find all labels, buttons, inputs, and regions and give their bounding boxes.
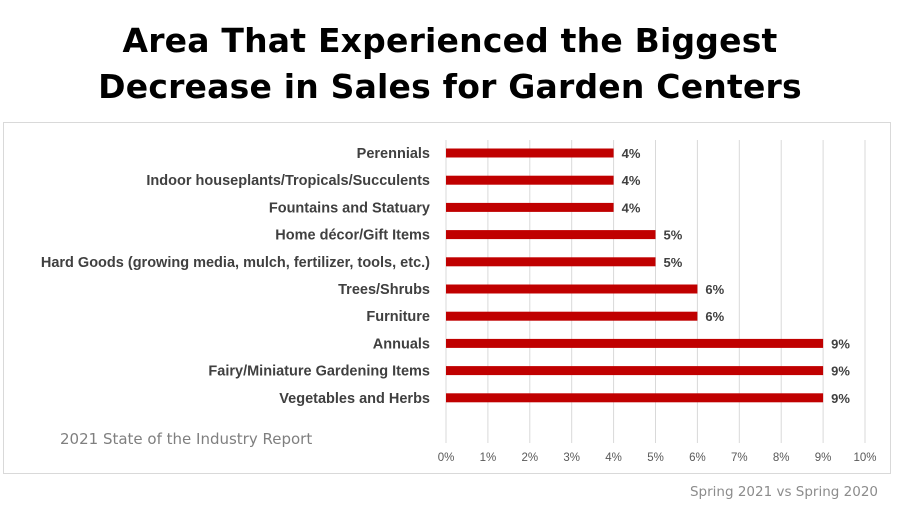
title-line-1: Area That Experienced the Biggest	[122, 21, 778, 60]
category-label: Fairy/Miniature Gardening Items	[208, 364, 430, 380]
data-label: 9%	[831, 364, 850, 379]
bar	[446, 148, 614, 158]
x-tick-label: 9%	[815, 452, 832, 464]
data-label: 9%	[831, 391, 850, 406]
title-line-2: Decrease in Sales for Garden Centers	[98, 67, 802, 106]
footnote: Spring 2021 vs Spring 2020	[689, 484, 878, 500]
bar	[446, 393, 824, 403]
x-tick-label: 0%	[438, 452, 455, 464]
data-label: 5%	[664, 228, 683, 243]
x-tick-label: 7%	[731, 452, 748, 464]
data-label: 6%	[705, 309, 724, 324]
category-label: Perennials	[357, 146, 430, 162]
category-label: Annuals	[373, 336, 430, 352]
x-tick-label: 10%	[853, 452, 876, 464]
data-label: 6%	[705, 282, 724, 297]
bar	[446, 175, 614, 185]
x-tick-label: 4%	[605, 452, 622, 464]
bar	[446, 284, 698, 294]
bar	[446, 366, 824, 376]
category-label: Hard Goods (growing media, mulch, fertil…	[41, 255, 430, 271]
category-label: Furniture	[366, 309, 430, 325]
category-label: Fountains and Statuary	[269, 200, 430, 216]
chart-area	[3, 122, 891, 474]
data-label: 9%	[831, 336, 850, 351]
bar	[446, 230, 656, 240]
category-label: Vegetables and Herbs	[279, 391, 430, 407]
bar	[446, 338, 824, 348]
bar	[446, 257, 656, 267]
data-label: 4%	[622, 200, 641, 215]
category-label: Indoor houseplants/Tropicals/Succulents	[146, 173, 430, 189]
x-tick-label: 3%	[563, 452, 580, 464]
source-label: 2021 State of the Industry Report	[60, 430, 313, 448]
category-label: Trees/Shrubs	[338, 282, 430, 298]
data-label: 4%	[622, 173, 641, 188]
bar	[446, 202, 614, 212]
x-tick-label: 6%	[689, 452, 706, 464]
bar	[446, 311, 698, 321]
x-tick-label: 8%	[773, 452, 790, 464]
data-label: 4%	[622, 146, 641, 161]
x-tick-label: 1%	[480, 452, 497, 464]
chart-title: Area That Experienced the Biggest Decrea…	[0, 18, 900, 110]
data-label: 5%	[664, 255, 683, 270]
x-tick-label: 5%	[647, 452, 664, 464]
category-label: Home décor/Gift Items	[275, 228, 430, 244]
x-tick-label: 2%	[521, 452, 538, 464]
